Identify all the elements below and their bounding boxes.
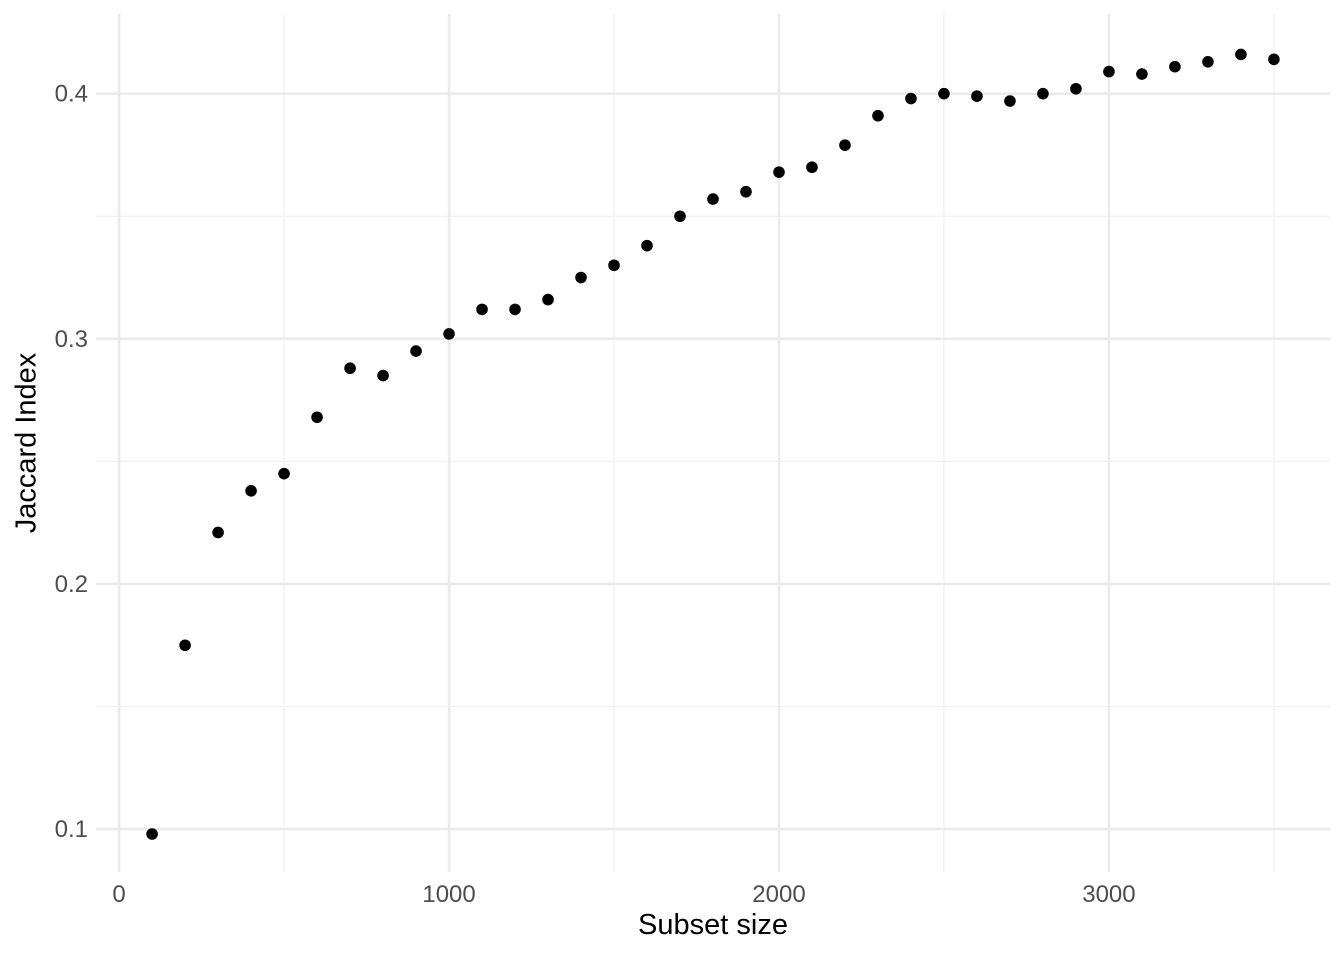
data-point <box>1268 53 1280 66</box>
data-point <box>608 259 620 272</box>
data-point <box>1235 48 1247 61</box>
data-point <box>377 369 389 382</box>
data-point <box>410 345 422 357</box>
data-point <box>245 485 257 497</box>
x-axis-tick-label: 3000 <box>1082 881 1135 908</box>
data-point <box>542 293 554 306</box>
data-point <box>1202 56 1214 68</box>
y-axis-title: Jaccard Index <box>10 352 43 534</box>
y-axis-tick-label: 0.3 <box>55 326 88 353</box>
x-axis-title: Subset size <box>638 909 788 941</box>
data-point <box>971 90 983 102</box>
x-axis-tick-label: 2000 <box>752 881 805 908</box>
data-point <box>707 193 719 205</box>
data-point <box>212 526 224 539</box>
data-point <box>773 166 785 178</box>
data-point <box>344 362 356 375</box>
data-point <box>1103 65 1115 78</box>
data-point <box>311 411 323 424</box>
y-axis-tick-label: 0.2 <box>55 571 88 598</box>
data-point <box>1136 68 1148 80</box>
x-axis-tick-label: 0 <box>112 881 125 908</box>
y-axis-tick-label: 0.4 <box>55 81 88 108</box>
data-point <box>872 109 884 122</box>
data-point <box>674 210 686 223</box>
data-point <box>1037 87 1049 100</box>
data-point <box>146 828 158 840</box>
data-point <box>839 139 851 151</box>
data-point <box>1004 95 1016 107</box>
data-point <box>278 467 290 480</box>
data-point <box>740 185 752 198</box>
data-point <box>443 328 455 340</box>
data-point <box>509 303 521 316</box>
data-point <box>1070 82 1082 95</box>
data-point <box>806 161 818 174</box>
data-point <box>905 92 917 105</box>
data-point <box>575 271 587 284</box>
y-axis-tick-label: 0.1 <box>55 816 88 843</box>
data-point <box>641 239 653 252</box>
data-point <box>476 303 488 316</box>
data-point <box>179 639 191 652</box>
x-axis-tick-label: 1000 <box>422 881 475 908</box>
data-point <box>1169 60 1181 73</box>
data-point <box>938 87 950 100</box>
